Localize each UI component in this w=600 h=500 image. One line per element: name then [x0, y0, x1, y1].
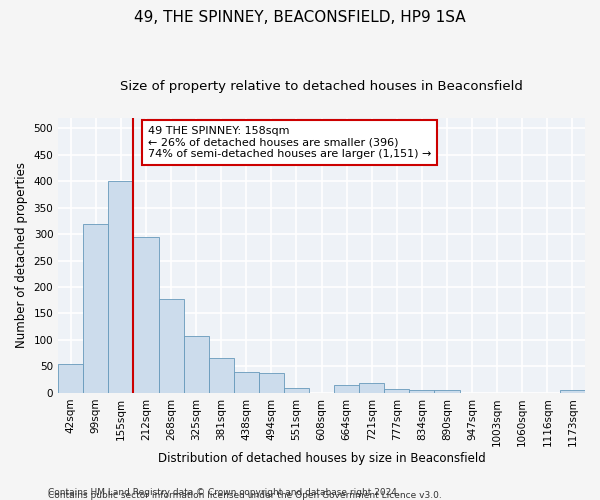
- Bar: [109, 182, 133, 393]
- Y-axis label: Number of detached properties: Number of detached properties: [15, 162, 28, 348]
- Bar: [209, 358, 234, 393]
- Bar: [284, 388, 309, 393]
- Text: Contains public sector information licensed under the Open Government Licence v3: Contains public sector information licen…: [48, 490, 442, 500]
- Text: 49, THE SPINNEY, BEACONSFIELD, HP9 1SA: 49, THE SPINNEY, BEACONSFIELD, HP9 1SA: [134, 10, 466, 25]
- Text: Contains HM Land Registry data © Crown copyright and database right 2024.: Contains HM Land Registry data © Crown c…: [48, 488, 400, 497]
- Bar: [158, 298, 184, 393]
- Bar: [83, 224, 109, 393]
- Bar: [58, 364, 83, 393]
- Bar: [234, 372, 259, 393]
- Bar: [434, 390, 460, 393]
- Bar: [359, 384, 385, 393]
- Bar: [334, 386, 359, 393]
- Bar: [259, 374, 284, 393]
- Bar: [184, 336, 209, 393]
- Title: Size of property relative to detached houses in Beaconsfield: Size of property relative to detached ho…: [120, 80, 523, 93]
- Bar: [409, 390, 434, 393]
- Bar: [560, 390, 585, 393]
- Bar: [133, 237, 158, 393]
- X-axis label: Distribution of detached houses by size in Beaconsfield: Distribution of detached houses by size …: [158, 452, 485, 465]
- Bar: [385, 388, 409, 393]
- Text: 49 THE SPINNEY: 158sqm
← 26% of detached houses are smaller (396)
74% of semi-de: 49 THE SPINNEY: 158sqm ← 26% of detached…: [148, 126, 431, 159]
